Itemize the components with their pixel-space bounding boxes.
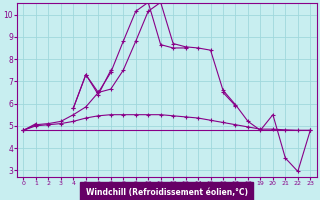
X-axis label: Windchill (Refroidissement éolien,°C): Windchill (Refroidissement éolien,°C) (86, 188, 248, 197)
